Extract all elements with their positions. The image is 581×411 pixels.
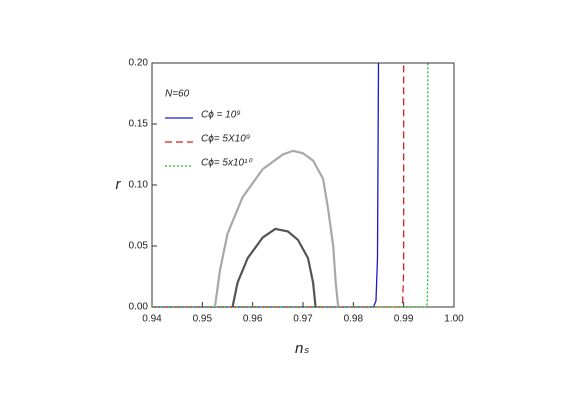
y-axis-label: r (116, 176, 122, 193)
series-line (152, 63, 429, 308)
y-tick-label: 0.05 (129, 241, 149, 252)
plot-frame (151, 62, 455, 308)
x-tick-label: 0.98 (344, 314, 364, 325)
legend-title: N=60 (165, 89, 190, 100)
y-tick-label: 0.20 (129, 58, 149, 69)
legend-label: Cϕ= 5X10⁹ (201, 134, 250, 145)
x-tick-label: 0.95 (193, 314, 213, 325)
x-tick-label: 0.97 (293, 314, 313, 325)
x-tick-label: 0.94 (142, 314, 162, 325)
y-tick-label: 0.00 (129, 302, 149, 313)
contour (231, 227, 317, 308)
x-tick-label: 1.00 (444, 314, 464, 325)
contour (213, 149, 340, 308)
legend-label: Cϕ = 10⁹ (201, 110, 241, 121)
legend-label: Cϕ= 5x10¹⁰ (201, 158, 253, 169)
x-axis-label: nₛ (295, 340, 309, 357)
y-tick-label: 0.15 (129, 119, 149, 130)
x-tick-label: 0.96 (243, 314, 263, 325)
series-line (152, 63, 405, 308)
x-tick-label: 0.99 (394, 314, 414, 325)
y-tick-label: 0.10 (129, 180, 149, 191)
